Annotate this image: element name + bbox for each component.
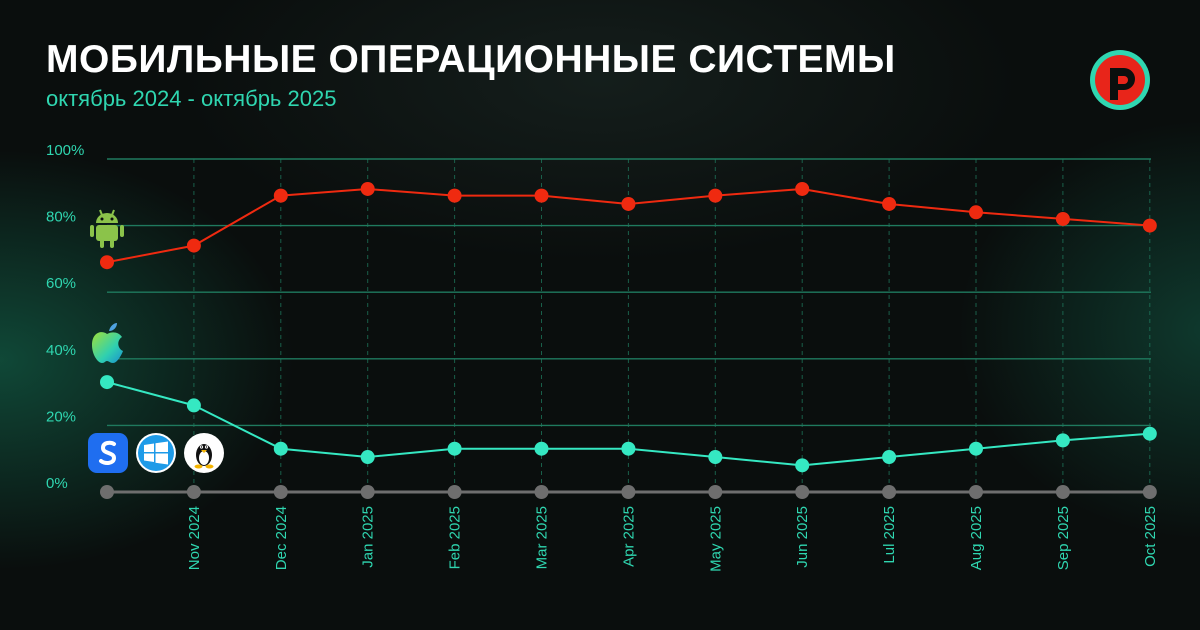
data-point-other <box>795 485 810 499</box>
data-point-other <box>621 485 636 499</box>
data-point-android <box>534 188 549 203</box>
data-point-android <box>1142 218 1157 233</box>
data-point-ios <box>100 375 114 390</box>
x-tick-label: Nov 2024 <box>186 506 203 570</box>
data-point-android <box>621 196 636 211</box>
data-point-ios <box>621 441 636 456</box>
y-axis-tick-labels: 0% 20% 40% 60% 80% 100% <box>46 142 84 492</box>
y-tick-label: 80% <box>46 209 76 226</box>
x-tick-label: Jun 2025 <box>794 506 811 568</box>
data-point-ios <box>882 450 897 465</box>
data-point-android <box>969 205 983 220</box>
data-point-android <box>882 196 897 211</box>
data-point-ios <box>795 458 810 473</box>
data-point-android <box>100 255 114 270</box>
y-tick-label: 60% <box>46 275 76 292</box>
grid <box>107 158 1151 492</box>
page-title: МОБИЛЬНЫЕ ОПЕРАЦИОННЫЕ СИСТЕМЫ <box>46 38 896 81</box>
data-point-ios <box>360 450 375 465</box>
data-point-ios <box>1055 433 1070 448</box>
data-point-ios <box>708 450 723 465</box>
data-point-other <box>447 485 462 499</box>
x-axis-tick-labels: Nov 2024 Dec 2024 Jan 2025 Feb 2025 Mar 2025… <box>186 506 1159 572</box>
x-tick-label: Jan 2025 <box>360 506 377 568</box>
x-tick-label: Sep 2025 <box>1055 506 1072 570</box>
data-point-ios <box>447 441 462 456</box>
y-tick-label: 40% <box>46 342 76 359</box>
data-point-android <box>186 238 201 253</box>
data-point-other <box>969 485 983 499</box>
page-subtitle: октябрь 2024 - октябрь 2025 <box>46 86 337 111</box>
x-tick-label: Dec 2024 <box>273 506 290 570</box>
data-point-android <box>273 188 288 203</box>
y-tick-label: 0% <box>46 475 68 492</box>
data-point-other <box>1055 485 1070 499</box>
android-icon <box>90 209 124 248</box>
data-point-other <box>186 485 201 499</box>
x-tick-label: May 2025 <box>707 506 724 572</box>
data-point-other <box>708 485 723 499</box>
data-point-ios <box>273 441 288 456</box>
data-point-ios <box>186 398 201 413</box>
data-point-other <box>534 485 549 499</box>
data-point-ios <box>1142 426 1157 441</box>
brand-logo-icon <box>1090 50 1150 110</box>
data-point-android <box>360 181 375 196</box>
x-tick-label: Apr 2025 <box>620 506 637 567</box>
samsung-icon <box>88 433 128 473</box>
data-point-other <box>273 485 288 499</box>
data-point-android <box>708 188 723 203</box>
apple-icon <box>92 323 123 363</box>
x-tick-label: Aug 2025 <box>968 506 985 570</box>
series <box>100 181 1157 499</box>
windows-icon <box>136 433 176 473</box>
y-tick-label: 100% <box>46 142 84 159</box>
y-tick-label: 20% <box>46 408 76 425</box>
x-tick-label: Mar 2025 <box>534 506 551 569</box>
data-point-other <box>100 485 114 499</box>
data-point-ios <box>534 441 549 456</box>
x-tick-label: Lul 2025 <box>881 506 898 564</box>
data-point-other <box>882 485 897 499</box>
x-tick-label: Oct 2025 <box>1142 506 1159 567</box>
data-point-android <box>447 188 462 203</box>
data-point-other <box>360 485 375 499</box>
x-tick-label: Feb 2025 <box>447 506 464 569</box>
data-point-ios <box>969 441 983 456</box>
data-point-android <box>1055 211 1070 226</box>
data-point-android <box>795 181 810 196</box>
data-point-other <box>1142 485 1157 499</box>
linux-icon <box>184 433 224 473</box>
